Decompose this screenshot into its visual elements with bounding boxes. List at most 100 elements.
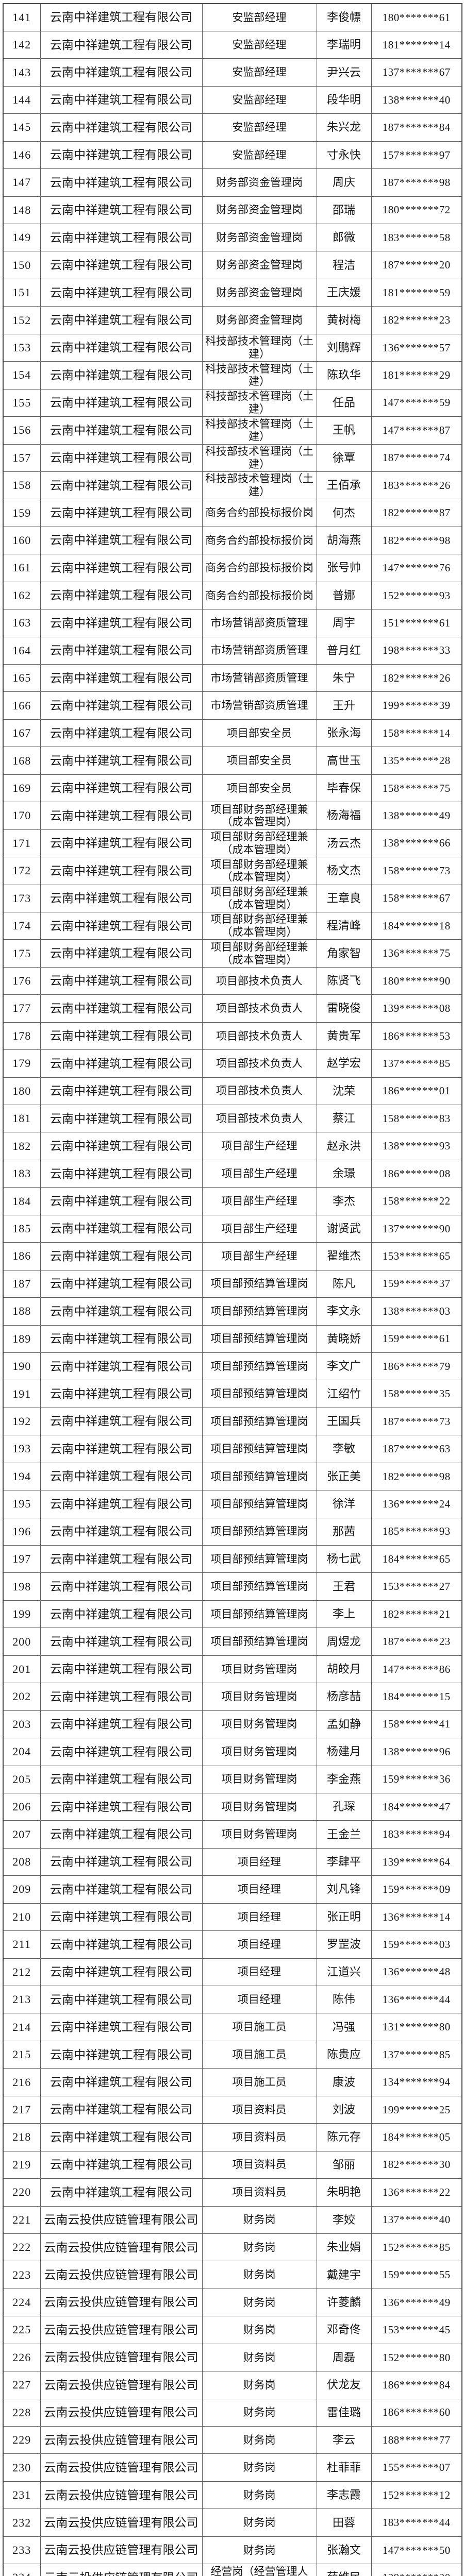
- position-cell: 项目部预结算管理岗: [202, 1517, 317, 1546]
- row-number-cell: 161: [3, 554, 41, 582]
- person-name-cell: 尹兴云: [316, 58, 372, 87]
- position-cell: 财务部资金管理岗: [202, 306, 317, 334]
- position-cell: 科技部技术管理岗（土建）: [202, 416, 317, 445]
- phone-number-cell: 183*******44: [371, 2509, 462, 2537]
- phone-number-cell: 152*******12: [371, 2481, 462, 2510]
- company-name-cell: 云南中祥建筑工程有限公司: [40, 1903, 203, 1931]
- person-name-cell: 沈荣: [316, 1077, 372, 1106]
- row-number-cell: 217: [3, 2095, 41, 2124]
- row-number-cell: 155: [3, 388, 41, 417]
- row-number-cell: 201: [3, 1655, 41, 1684]
- row-number-cell: 205: [3, 1765, 41, 1793]
- company-name-cell: 云南中祥建筑工程有限公司: [40, 1325, 203, 1353]
- company-name-cell: 云南中祥建筑工程有限公司: [40, 1159, 203, 1188]
- person-name-cell: 罗罡波: [316, 1930, 372, 1959]
- person-name-cell: 谢贤武: [316, 1214, 372, 1243]
- row-number-cell: 152: [3, 306, 41, 334]
- person-name-cell: 郎微: [316, 223, 372, 252]
- position-cell: 财务岗: [202, 2398, 317, 2427]
- position-cell: 财务岗: [202, 2206, 317, 2234]
- position-cell: 财务岗: [202, 2261, 317, 2289]
- person-name-cell: 张正美: [316, 1462, 372, 1491]
- row-number-cell: 165: [3, 664, 41, 692]
- row-number-cell: 223: [3, 2261, 41, 2289]
- company-name-cell: 云南中祥建筑工程有限公司: [40, 691, 203, 720]
- phone-number-cell: 187*******74: [371, 444, 462, 472]
- company-name-cell: 云南中祥建筑工程有限公司: [40, 747, 203, 775]
- company-name-cell: 云南中祥建筑工程有限公司: [40, 939, 203, 968]
- position-cell: 财务部资金管理岗: [202, 223, 317, 252]
- person-name-cell: 程洁: [316, 251, 372, 279]
- company-name-cell: 云南中祥建筑工程有限公司: [40, 3, 203, 31]
- table-row: 227 云南云投供应链管理有限公司 财务岗 伏龙友 186*******84: [3, 2371, 462, 2399]
- row-number-cell: 198: [3, 1572, 41, 1601]
- row-number-cell: 187: [3, 1269, 41, 1298]
- table-row: 223 云南云投供应链管理有限公司 财务岗 戴建宇 159*******55: [3, 2261, 462, 2289]
- person-name-cell: 王升: [316, 691, 372, 720]
- table-row: 203 云南中祥建筑工程有限公司 项目财务管理岗 孟如静 158*******4…: [3, 1710, 462, 1739]
- phone-number-cell: 183*******58: [371, 223, 462, 252]
- row-number-cell: 226: [3, 2343, 41, 2372]
- table-row: 169 云南中祥建筑工程有限公司 项目部安全员 毕春保 158*******75: [3, 774, 462, 803]
- company-name-cell: 云南中祥建筑工程有限公司: [40, 141, 203, 170]
- person-name-cell: 戴建宇: [316, 2261, 372, 2289]
- company-name-cell: 云南云投供应链管理有限公司: [40, 2233, 203, 2262]
- table-row: 147 云南中祥建筑工程有限公司 财务部资金管理岗 周庆 187*******9…: [3, 168, 462, 197]
- phone-number-cell: 131*******80: [371, 2013, 462, 2041]
- person-name-cell: 王章良: [316, 884, 372, 912]
- position-cell: 项目部预结算管理岗: [202, 1325, 317, 1353]
- row-number-cell: 154: [3, 361, 41, 389]
- table-row: 190 云南中祥建筑工程有限公司 项目部预结算管理岗 李文广 186******…: [3, 1352, 462, 1381]
- table-row: 153 云南中祥建筑工程有限公司 科技部技术管理岗（土建） 刘鹏辉 136***…: [3, 333, 462, 362]
- phone-number-cell: 158*******41: [371, 1710, 462, 1739]
- row-number-cell: 150: [3, 251, 41, 279]
- position-cell: 项目部安全员: [202, 774, 317, 803]
- table-row: 184 云南中祥建筑工程有限公司 项目部生产经理 李杰 158*******22: [3, 1187, 462, 1215]
- position-cell: 科技部技术管理岗（土建）: [202, 388, 317, 417]
- position-cell: 项目施工员: [202, 2013, 317, 2041]
- company-name-cell: 云南中祥建筑工程有限公司: [40, 581, 203, 610]
- table-row: 206 云南中祥建筑工程有限公司 项目财务管理岗 孔琛 184*******47: [3, 1792, 462, 1821]
- table-row: 160 云南中祥建筑工程有限公司 商务合约部投标报价岗 胡海燕 182*****…: [3, 526, 462, 555]
- phone-number-cell: 187*******98: [371, 168, 462, 197]
- person-name-cell: 陈贵应: [316, 2040, 372, 2069]
- row-number-cell: 230: [3, 2453, 41, 2482]
- row-number-cell: 180: [3, 1077, 41, 1106]
- row-number-cell: 146: [3, 141, 41, 170]
- table-row: 194 云南中祥建筑工程有限公司 项目部预结算管理岗 张正美 182******…: [3, 1462, 462, 1491]
- company-name-cell: 云南中祥建筑工程有限公司: [40, 1765, 203, 1793]
- position-cell: 商务合约部投标报价岗: [202, 554, 317, 582]
- phone-number-cell: 137*******85: [371, 2040, 462, 2069]
- person-name-cell: 陈玖华: [316, 361, 372, 389]
- row-number-cell: 231: [3, 2481, 41, 2510]
- phone-number-cell: 138*******03: [371, 1297, 462, 1326]
- person-name-cell: 冯强: [316, 2013, 372, 2041]
- position-cell: 商务合约部投标报价岗: [202, 499, 317, 527]
- person-name-cell: 陈凡: [316, 1269, 372, 1298]
- position-cell: 项目部技术负责人: [202, 1077, 317, 1106]
- phone-number-cell: 180*******61: [371, 3, 462, 31]
- table-row: 230 云南云投供应链管理有限公司 财务岗 杜菲菲 155*******07: [3, 2453, 462, 2482]
- person-name-cell: 李文广: [316, 1352, 372, 1381]
- table-row: 158 云南中祥建筑工程有限公司 科技部技术管理岗（土建） 王佰承 183***…: [3, 471, 462, 500]
- phone-number-cell: 182*******87: [371, 499, 462, 527]
- company-name-cell: 云南中祥建筑工程有限公司: [40, 774, 203, 803]
- row-number-cell: 168: [3, 747, 41, 775]
- table-row: 193 云南中祥建筑工程有限公司 项目部预结算管理岗 李敏 187*******…: [3, 1435, 462, 1463]
- phone-number-cell: 186*******01: [371, 1077, 462, 1106]
- row-number-cell: 179: [3, 1049, 41, 1078]
- position-cell: 安监部经理: [202, 141, 317, 170]
- phone-number-cell: 186*******79: [371, 1352, 462, 1381]
- table-row: 155 云南中祥建筑工程有限公司 科技部技术管理岗（土建） 任品 147****…: [3, 388, 462, 417]
- row-number-cell: 141: [3, 3, 41, 31]
- company-name-cell: 云南云投供应链管理有限公司: [40, 2371, 203, 2399]
- person-name-cell: 王君: [316, 1572, 372, 1601]
- position-cell: 项目经理: [202, 1875, 317, 1904]
- position-cell: 项目部技术负责人: [202, 1022, 317, 1050]
- table-row: 209 云南中祥建筑工程有限公司 项目经理 刘凡锋 159*******09: [3, 1875, 462, 1904]
- phone-number-cell: 155*******07: [371, 2453, 462, 2482]
- person-name-cell: 刘波: [316, 2095, 372, 2124]
- table-row: 231 云南云投供应链管理有限公司 财务岗 李志霞 152*******12: [3, 2481, 462, 2510]
- table-row: 186 云南中祥建筑工程有限公司 项目部生产经理 翟维杰 153*******6…: [3, 1242, 462, 1270]
- row-number-cell: 170: [3, 802, 41, 830]
